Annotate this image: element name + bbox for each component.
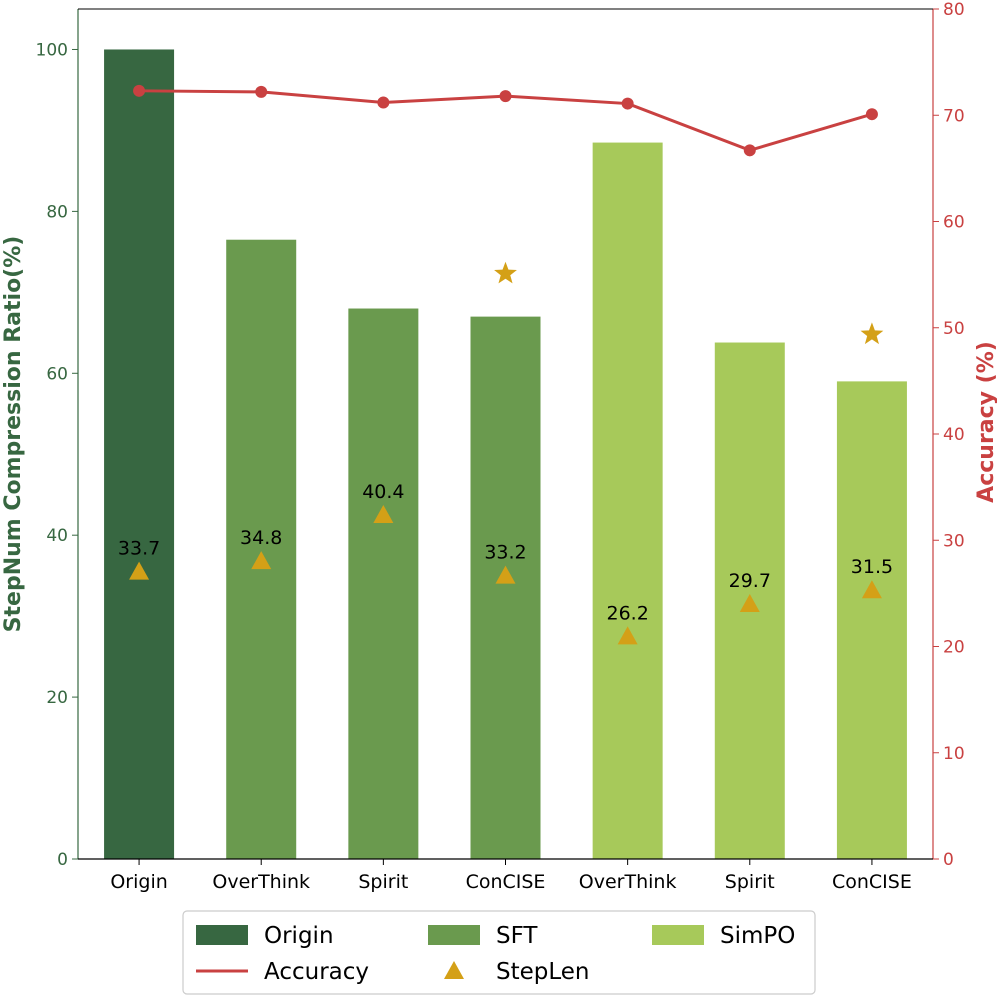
axes-layer: 0 20 40 60 80 100 0 10 20 30 40 50 60 70 80 Origin OverT…	[1, 0, 997, 893]
left-tick-label: 0	[57, 850, 68, 870]
steplen-marker	[251, 551, 272, 570]
legend-swatch-sft	[428, 925, 480, 945]
x-tick-label: OverThink	[579, 871, 677, 893]
accuracy-point	[743, 144, 756, 157]
accuracy-layer	[133, 84, 878, 157]
steplen-label: 26.2	[606, 602, 648, 624]
accuracy-point	[377, 96, 390, 109]
steplen-marker	[617, 626, 638, 645]
right-tick-label: 40	[943, 425, 965, 445]
accuracy-point	[621, 97, 634, 110]
legend-label: StepLen	[496, 959, 590, 985]
star-marker	[494, 261, 517, 284]
bars-layer	[104, 49, 907, 860]
steplen-label: 34.8	[240, 527, 282, 549]
bar-simpo-4	[592, 142, 663, 860]
legend-swatch-simpo	[652, 925, 704, 945]
right-tick-label: 20	[943, 638, 965, 658]
legend-label: SimPO	[720, 923, 795, 949]
left-tick-label: 80	[46, 202, 68, 222]
left-tick-label: 20	[46, 688, 68, 708]
steplen-label: 33.2	[484, 542, 526, 564]
right-tick-label: 80	[943, 0, 965, 20]
steplen-marker	[495, 565, 516, 584]
x-tick-label: Spirit	[358, 871, 408, 893]
legend-label: SFT	[496, 923, 538, 949]
right-axis-title: Accuracy (%)	[974, 341, 997, 503]
steplen-marker	[129, 561, 150, 580]
accuracy-point	[865, 108, 878, 121]
legend-swatch-steplen	[444, 961, 464, 979]
legend-label: Origin	[264, 923, 334, 949]
x-tick-label: OverThink	[212, 871, 310, 893]
steplen-layer: 33.7 34.8 40.4 33.2 26.2 29.7 31.5	[118, 261, 893, 645]
legend-label: Accuracy	[264, 959, 369, 985]
steplen-label: 31.5	[851, 556, 893, 578]
accuracy-point	[255, 85, 268, 98]
steplen-marker	[739, 594, 760, 612]
right-tick-label: 0	[943, 850, 954, 870]
right-tick-label: 50	[943, 319, 965, 339]
x-tick-label: ConCISE	[832, 871, 912, 893]
left-tick-label: 100	[36, 40, 68, 60]
star-marker	[860, 322, 884, 345]
x-tick-label: Origin	[110, 871, 167, 893]
right-tick-label: 70	[943, 106, 965, 126]
left-tick-label: 40	[46, 526, 68, 546]
bar-sft-3	[470, 316, 541, 860]
bar-simpo-6	[836, 381, 907, 859]
legend: Origin SFT SimPO Accuracy StepLen	[182, 910, 816, 995]
x-tick-label: Spirit	[725, 871, 775, 893]
steplen-marker	[861, 580, 882, 599]
steplen-label: 29.7	[729, 570, 771, 592]
bar-sft-2	[348, 308, 419, 859]
steplen-marker	[373, 504, 394, 523]
bar-origin-0	[104, 49, 175, 859]
steplen-label: 40.4	[362, 481, 404, 503]
accuracy-point	[133, 84, 146, 97]
x-tick-label: ConCISE	[466, 871, 546, 893]
right-tick-label: 10	[943, 744, 965, 764]
left-axis-title: StepNum Compression Ratio(%)	[1, 236, 26, 633]
steplen-label: 33.7	[118, 538, 160, 560]
accuracy-point	[499, 90, 512, 103]
right-tick-label: 30	[943, 531, 965, 551]
legend-swatch-origin	[196, 925, 248, 945]
right-tick-label: 60	[943, 213, 965, 233]
bar-sft-1	[226, 239, 297, 859]
left-tick-label: 60	[46, 364, 68, 384]
